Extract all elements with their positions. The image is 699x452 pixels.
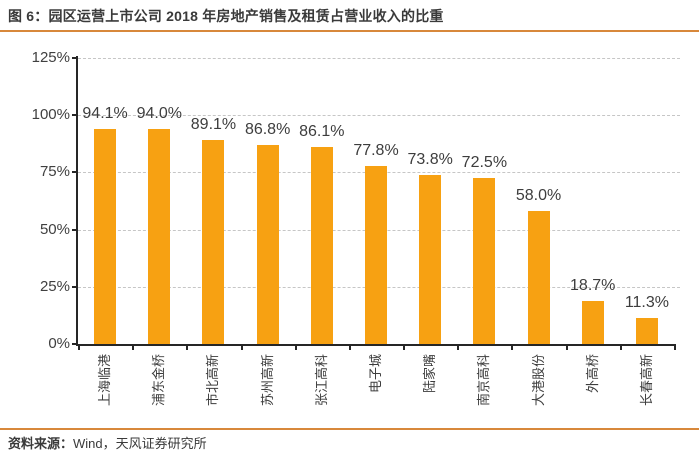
- x-axis-tick-mark: [186, 344, 189, 350]
- bar-大港股份: [527, 211, 550, 344]
- x-axis-tick-mark: [348, 344, 351, 350]
- x-axis-tick-mark: [619, 344, 622, 350]
- gridline-100: [78, 115, 680, 117]
- gridline-125: [78, 58, 680, 59]
- y-axis-tick-mark: [72, 228, 78, 231]
- x-axis-tick-mark: [78, 344, 80, 350]
- bar-市北高新: [202, 140, 225, 344]
- figure-title: 图 6：园区运营上市公司 2018 年房地产销售及租赁占营业收入的比重: [8, 8, 444, 24]
- bar-上海临港: [94, 128, 117, 344]
- x-axis-line: [76, 344, 674, 346]
- x-axis-category-label: 电子城: [368, 354, 383, 394]
- bar-value-label: 89.1%: [190, 116, 237, 134]
- bar-value-label: 11.3%: [624, 294, 669, 312]
- x-axis-category-label: 市北高新: [205, 354, 221, 407]
- y-axis-tick-label: 125%: [31, 49, 70, 66]
- y-axis-tick-mark: [72, 114, 78, 117]
- x-axis-category-label: 上海临港: [97, 354, 113, 407]
- bar-电子城: [365, 165, 387, 344]
- bar-张江高科: [310, 147, 333, 344]
- y-axis-tick-label: 25%: [39, 277, 70, 295]
- x-axis-tick-mark: [132, 344, 135, 350]
- x-axis-category-label: 张江高科: [313, 354, 329, 407]
- x-axis-category-label: 长春高新: [638, 354, 654, 407]
- x-axis-category-label: 大港股份: [530, 354, 546, 407]
- x-axis-tick-mark: [511, 344, 514, 350]
- y-axis-tick-label: 0%: [48, 335, 70, 352]
- bar-value-label: 94.1%: [82, 104, 128, 122]
- bar-外高桥: [581, 301, 604, 344]
- x-axis-tick-mark: [565, 344, 568, 350]
- x-axis-category-label: 南京高科: [476, 354, 492, 407]
- source-label: 资料来源：: [8, 436, 74, 451]
- y-axis-tick-label: 50%: [39, 220, 70, 238]
- y-axis-line: [76, 56, 78, 346]
- y-axis-tick-mark: [72, 285, 78, 288]
- bar-陆家嘴: [419, 175, 442, 344]
- bar-value-label: 72.5%: [461, 154, 508, 172]
- x-axis-tick-mark: [674, 344, 676, 350]
- y-axis-tick-mark: [72, 57, 78, 59]
- x-axis-tick-mark: [457, 344, 460, 350]
- x-axis-category-label: 浦东金桥: [151, 354, 167, 407]
- footer-divider-line: [0, 428, 699, 430]
- x-axis-category-label: 陆家嘴: [422, 354, 438, 394]
- bar-value-label: 77.8%: [353, 141, 399, 159]
- bar-南京高科: [473, 178, 496, 344]
- bar-value-label: 86.1%: [299, 123, 345, 140]
- y-axis-tick-label: 75%: [39, 163, 70, 181]
- x-axis-category-label: 外高桥: [584, 354, 600, 394]
- x-axis-category-label: 苏州高新: [259, 354, 275, 407]
- bar-长春高新: [635, 318, 658, 344]
- bar-value-label: 94.0%: [136, 104, 182, 122]
- bar-value-label: 58.0%: [515, 187, 562, 205]
- y-axis-tick-mark: [72, 343, 78, 345]
- bar-value-label: 73.8%: [407, 151, 453, 169]
- source-text: Wind，天风证券研究所: [73, 436, 207, 451]
- bar-浦东金桥: [148, 128, 171, 344]
- x-axis-tick-mark: [240, 344, 243, 350]
- y-axis-tick-mark: [72, 171, 78, 174]
- x-axis-tick-mark: [294, 344, 297, 350]
- y-axis-tick-label: 100%: [31, 106, 70, 124]
- title-divider-line: [0, 30, 699, 32]
- x-axis-tick-mark: [403, 344, 406, 350]
- source-note: 资料来源：Wind，天风证券研究所: [8, 433, 207, 452]
- bar-value-label: 86.8%: [244, 121, 291, 139]
- bar-value-label: 18.7%: [570, 277, 616, 295]
- bar-苏州高新: [256, 145, 279, 344]
